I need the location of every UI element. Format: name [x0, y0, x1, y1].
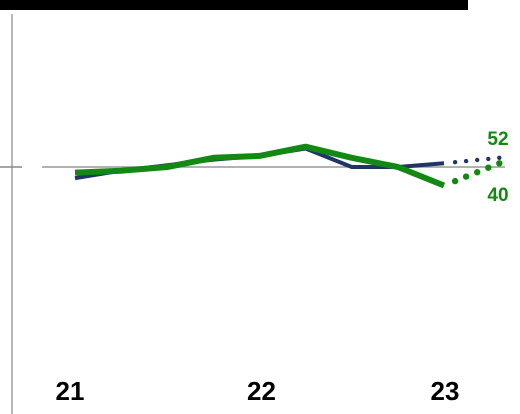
- projection-dot-navy: [497, 155, 502, 160]
- projection-dot-green: [485, 164, 492, 171]
- series-line-green: [74, 143, 446, 189]
- x-tick-label: 22: [247, 376, 276, 406]
- projection-dot-navy: [486, 156, 491, 162]
- projection-dot-navy: [463, 158, 469, 164]
- x-tick-label: 23: [431, 376, 460, 406]
- series-layer: [74, 143, 503, 189]
- end-label-lower: 40: [487, 185, 508, 206]
- projection-dot-green: [496, 160, 503, 167]
- header-bar: [0, 0, 468, 10]
- labels-layer: 52 40 21 22 23: [56, 129, 509, 406]
- projection-dot-green: [451, 177, 459, 185]
- projection-dot-green: [462, 173, 470, 180]
- projection-dot-navy: [475, 157, 480, 163]
- projection-dot-navy: [452, 160, 458, 165]
- end-label-upper: 52: [487, 129, 508, 150]
- projection-dot-green: [474, 169, 481, 176]
- x-tick-label: 21: [56, 376, 85, 406]
